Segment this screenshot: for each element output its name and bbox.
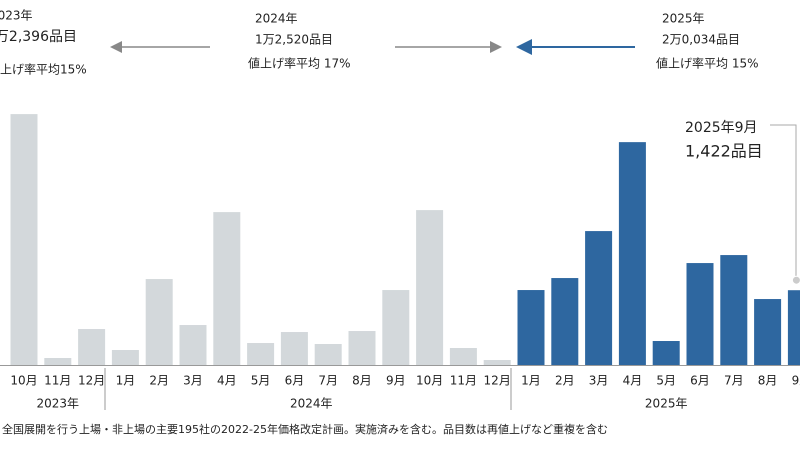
bar: [247, 343, 275, 365]
summary-year: 2023年: [0, 9, 33, 23]
bar: [551, 278, 579, 365]
x-tick-label: 11月: [450, 374, 477, 388]
bar: [111, 350, 139, 365]
x-tick-label: 9月: [386, 374, 406, 388]
summary-items: 1万2,520品目: [255, 33, 333, 47]
bar: [348, 331, 376, 365]
x-tick-label: 7月: [724, 374, 744, 388]
bar: [618, 142, 646, 365]
summary-average: 値上げ率平均 15%: [656, 56, 759, 71]
x-tick-label: 3月: [183, 374, 203, 388]
bar: [179, 325, 207, 365]
bar: [787, 290, 800, 365]
bar: [416, 210, 444, 365]
summary-items: 2万0,034品目: [662, 33, 740, 47]
x-tick-label: 4月: [623, 374, 643, 388]
bar: [652, 341, 680, 365]
bar: [145, 279, 173, 365]
legend-group-label: 2025年: [645, 397, 688, 411]
bar: [720, 255, 748, 365]
bar: [483, 360, 511, 365]
x-tick-label: 12月: [78, 374, 105, 388]
legend-group-label: 2023年: [37, 397, 80, 411]
summary-average: 値上げ率平均 17%: [248, 56, 351, 71]
bar: [754, 299, 782, 365]
bar: [314, 344, 342, 365]
bar: [449, 348, 477, 365]
x-tick-label: 10月: [10, 374, 37, 388]
x-tick-label: 8月: [758, 374, 778, 388]
x-tick-label: 7月: [318, 374, 338, 388]
x-tick-label: 9月: [792, 374, 800, 388]
bar: [280, 332, 308, 365]
x-tick-label: 3月: [589, 374, 609, 388]
bar: [585, 231, 613, 365]
bar: [44, 358, 72, 365]
x-tick-label: 1月: [116, 374, 136, 388]
bar: [382, 290, 410, 365]
x-tick-label: 8月: [352, 374, 372, 388]
footnote: 全国展開を行う上場・非上場の主要195社の2022-25年価格改定計画。実施済み…: [2, 422, 608, 436]
x-tick-label: 2月: [555, 374, 575, 388]
x-tick-label: 5月: [656, 374, 676, 388]
x-tick-label: 4月: [217, 374, 237, 388]
x-tick-label: 1月: [521, 374, 541, 388]
x-tick-label: 12月: [484, 374, 511, 388]
legend-group-label: 2024年: [290, 397, 333, 411]
annotation-dot: [791, 275, 800, 285]
x-tick-label: 2月: [149, 374, 169, 388]
x-tick-label: 11月: [44, 374, 71, 388]
bar: [213, 212, 241, 365]
annotation: 2025年9月: [685, 120, 758, 136]
x-tick-label: 10月: [416, 374, 443, 388]
bar: [10, 114, 38, 366]
summary-year: 2025年: [662, 12, 705, 26]
bar: [517, 290, 545, 365]
bar: [78, 329, 106, 365]
x-tick-label: 6月: [690, 374, 710, 388]
summary-items: 2万2,396品目: [0, 29, 77, 45]
x-tick-label: 6月: [285, 374, 305, 388]
summary-year: 2024年: [255, 12, 298, 26]
x-tick-label: 5月: [251, 374, 271, 388]
annotation-leader: [770, 124, 797, 280]
value-label: 1,422品目: [685, 142, 763, 161]
bar: [686, 263, 714, 365]
